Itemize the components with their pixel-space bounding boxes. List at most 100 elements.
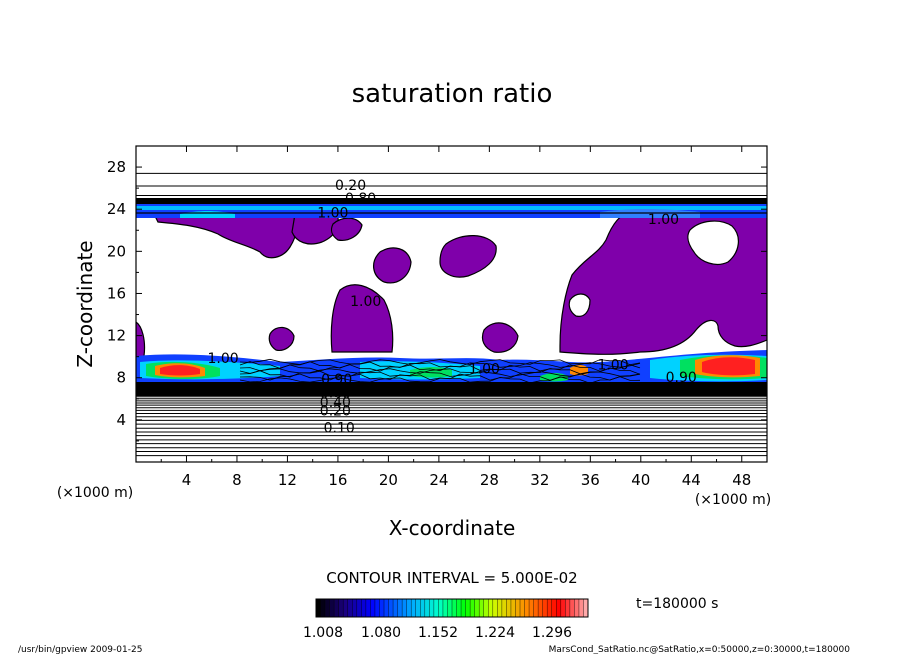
colorbar-swatch [578,599,584,617]
contour-label: 0.80 [484,384,515,400]
contour-label: 1.00 [317,206,348,222]
colorbar-swatch [343,599,349,617]
colorbar-swatch [547,599,553,617]
colorbar-swatch [515,599,521,617]
colorbar-swatch [442,599,448,617]
colorbar-swatch [510,599,516,617]
colorbar-swatch [538,599,543,617]
colorbar-swatch [379,599,385,617]
upper-band [136,198,767,218]
colorbar-swatch [433,599,439,617]
x-tick-label: 20 [379,471,398,489]
contour-label: 0.10 [324,421,355,437]
y-tick-label: 12 [107,327,126,345]
contour-line [136,434,767,437]
contour-label: 1.00 [648,212,679,228]
colorbar-swatch [316,599,321,617]
x-axis: 4 8 12 16 20 24 28 32 36 40 44 48 [160,146,751,489]
y-tick-label: 24 [107,200,126,218]
x-tick-label: 4 [182,471,192,489]
colorbar-swatch [461,599,466,617]
x-tick-label: 28 [480,471,499,489]
colorbar-swatch [420,599,426,617]
region-white-hole-1 [568,293,591,317]
y-tick-label: 28 [107,158,126,176]
colorbar-swatch [569,599,575,617]
colorbar-swatch [465,599,471,617]
x-tick-label: 40 [631,471,650,489]
contour-line-upper [136,172,767,175]
contour-line [136,446,767,449]
region-center-column [330,284,394,353]
colorbar-swatch [529,599,534,617]
colorbar-swatch [397,599,403,617]
contour-label: 1.00 [207,351,238,367]
colorbar-swatch [456,599,462,617]
contour-label: 0.90 [321,372,352,388]
contour-lines [136,172,767,457]
colorbar-swatch [338,599,344,617]
colorbar-swatch [533,599,539,617]
contour-line-turbulent [239,364,641,372]
colorbar-swatch [479,599,485,617]
region-left-edge [136,321,146,359]
colorbar-swatch [388,599,394,617]
colorbar-tick-label: 1.152 [418,625,458,641]
contour-line [136,412,767,415]
colorbar-swatch [560,599,566,617]
y-axis-unit: (×1000 m) [57,485,133,501]
colorbar-frame [315,598,589,618]
colorbar-swatch [365,599,371,617]
colorbar-swatch [438,599,444,617]
colorbar-tick-label: 1.008 [303,625,343,641]
x-tick-label: 44 [682,471,701,489]
colorbar-swatch [565,599,571,617]
colorbar-swatch [520,599,525,617]
colorbar-swatch [352,599,358,617]
colorbar-swatch [325,599,330,617]
colorbar-swatch [524,599,530,617]
contour-line-upper [136,185,767,187]
y-tick-label: 4 [116,411,126,429]
contour-label: 0.80 [345,191,376,207]
colorbar-swatch [347,599,353,617]
y-axis-title: Z-coordinate [73,240,97,367]
contour-label: 0.60 [320,386,351,402]
x-tick-label: 48 [732,471,751,489]
colorbar-swatch [583,599,589,617]
colorbar-swatch [374,599,380,617]
colorbar-swatch [483,599,489,617]
colorbar-swatch [402,599,407,617]
contour-line [136,404,767,406]
colorbar-swatch [393,599,398,617]
contour-label: 0.90 [666,370,697,386]
footer-source: MarsCond_SatRatio.nc@SatRatio,x=0:50000,… [549,645,851,654]
footer-program: /usr/bin/gpview 2009-01-25 [18,645,142,654]
colorbar-swatch [452,599,457,617]
colorbar-tick-label: 1.080 [361,625,401,641]
contour-line [136,397,767,400]
chart-title: saturation ratio [352,79,553,109]
y-tick-label: 16 [107,284,126,302]
colorbar-tick-labels: 1.008 1.080 1.152 1.224 1.296 [303,625,572,641]
x-tick-label: 8 [232,471,242,489]
x-axis-unit: (×1000 m) [695,492,771,508]
plot-frame [135,145,768,463]
colorbar-swatch [424,599,430,617]
region-right-inner-white [687,220,739,265]
region-upper-left [154,211,297,259]
colorbar-swatch [356,599,362,617]
contour-line-turbulent [239,376,641,384]
colorbar-swatch [556,599,562,617]
x-tick-label: 32 [530,471,549,489]
time-label: t=180000 s [636,596,718,612]
contour-line [136,423,767,425]
colorbar-swatch [474,599,480,617]
colorbar [315,598,589,618]
colorbar-swatch [506,599,512,617]
supersaturated-regions [136,211,767,359]
colorbar-swatch [492,599,498,617]
y-tick-label: 8 [116,369,126,387]
region-blob-1 [330,217,363,241]
